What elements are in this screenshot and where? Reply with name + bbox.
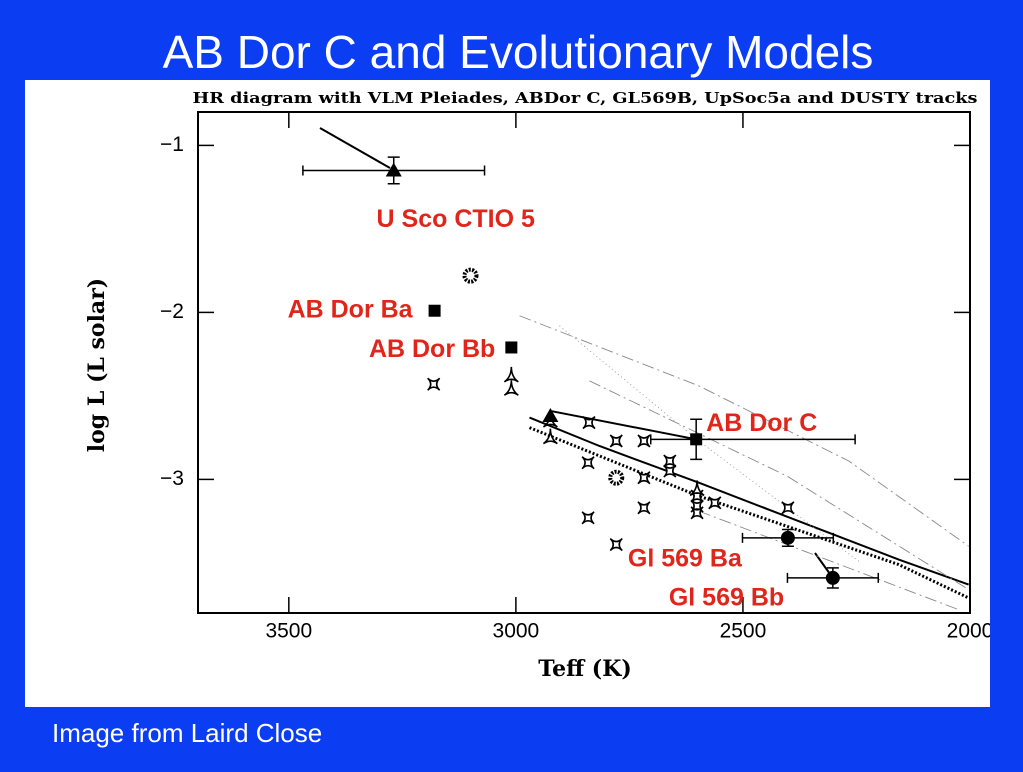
data-point [385, 162, 402, 177]
data-point [689, 480, 705, 497]
data-point [780, 530, 795, 545]
object-label: Gl 569 Bb [669, 584, 784, 612]
data-point [690, 433, 703, 446]
model-track [589, 380, 969, 591]
data-point [609, 434, 623, 448]
model-track [519, 315, 969, 547]
data-point [428, 304, 441, 317]
data-point [542, 428, 558, 445]
plot-area [302, 156, 970, 611]
data-point [825, 570, 840, 585]
x-tick-label: 2500 [720, 620, 767, 643]
y-tick-label: −3 [160, 467, 184, 490]
data-point [542, 407, 559, 422]
data-point [503, 380, 519, 396]
object-label: AB Dor Bb [369, 335, 495, 363]
y-tick-label: −2 [160, 300, 184, 323]
data-point [663, 464, 677, 478]
data-point [690, 506, 704, 520]
plot-frame [197, 111, 971, 614]
data-point [608, 469, 625, 486]
slide-title: AB Dor C and Evolutionary Models [163, 26, 874, 78]
data-point [663, 454, 677, 468]
x-tick-label: 3000 [493, 620, 540, 643]
object-label: U Sco CTIO 5 [377, 205, 535, 233]
object-label: AB Dor C [706, 409, 817, 437]
chart-title: HR diagram with VLM Pleiades, ABDor C, G… [193, 89, 978, 107]
x-tick-label: 2000 [947, 620, 994, 643]
pointer [319, 127, 391, 169]
data-point [582, 416, 596, 430]
error-bar-x [650, 434, 856, 445]
data-point [503, 366, 519, 383]
footer: Image from Laird Close [52, 718, 322, 748]
object-label: Gl 569 Ba [628, 544, 743, 572]
x-axis-label: Teff (K) [538, 656, 632, 682]
data-point [462, 267, 479, 284]
data-point [505, 341, 518, 354]
data-point [609, 537, 623, 552]
data-point [581, 456, 595, 470]
model-track [528, 426, 970, 600]
model-track [529, 416, 969, 586]
x-tick-label: 3500 [265, 620, 312, 643]
data-point [427, 377, 441, 391]
object-label: AB Dor Ba [288, 295, 414, 323]
y-tick-label: −1 [160, 133, 184, 156]
data-point [581, 511, 595, 525]
model-track [550, 409, 697, 441]
y-axis-label: log L (L solar) [84, 278, 110, 452]
chart: HR diagram with VLM Pleiades, ABDor C, G… [84, 89, 994, 682]
model-track [698, 510, 959, 611]
